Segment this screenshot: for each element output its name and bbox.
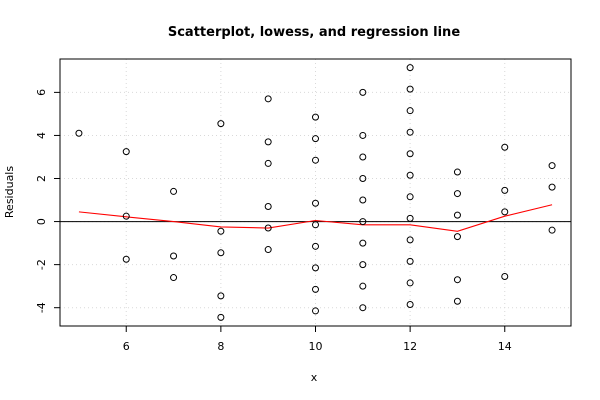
- data-point: [406, 193, 414, 201]
- y-tick-label: -2: [35, 259, 48, 270]
- data-point: [406, 85, 414, 93]
- data-point: [453, 168, 461, 176]
- data-point: [264, 95, 272, 103]
- data-point: [548, 183, 556, 191]
- data-point: [406, 300, 414, 308]
- x-axis-label: x: [311, 371, 318, 384]
- data-point: [264, 202, 272, 210]
- data-point: [264, 224, 272, 232]
- data-point: [312, 156, 319, 164]
- data-point: [406, 257, 414, 265]
- x-tick-label: 12: [403, 340, 417, 353]
- y-tick-label: 0: [35, 218, 48, 225]
- x-axis: 6 8 10 12 14: [123, 326, 512, 353]
- y-tick-label: -4: [35, 302, 48, 313]
- data-point: [453, 211, 461, 219]
- data-point: [359, 88, 367, 96]
- data-point: [217, 292, 225, 300]
- data-point: [312, 113, 319, 121]
- data-point: [264, 138, 272, 146]
- x-tick-label: 10: [309, 340, 323, 353]
- data-point: [359, 239, 367, 247]
- data-point: [122, 148, 130, 156]
- data-point: [406, 150, 414, 158]
- y-tick-label: 4: [35, 132, 48, 139]
- data-point: [170, 252, 178, 260]
- data-point: [312, 264, 319, 272]
- data-point: [406, 236, 414, 244]
- data-point: [406, 107, 414, 115]
- data-point: [122, 212, 130, 220]
- data-point: [264, 159, 272, 167]
- data-point: [217, 120, 225, 128]
- data-point: [406, 128, 414, 136]
- data-point: [406, 171, 414, 179]
- data-point: [170, 187, 178, 195]
- data-point: [170, 274, 178, 282]
- data-point: [501, 208, 509, 216]
- data-point: [312, 307, 319, 315]
- data-point: [359, 282, 367, 290]
- data-point: [453, 190, 461, 198]
- grid-lines: [60, 59, 571, 326]
- data-point: [359, 218, 367, 226]
- data-point: [501, 272, 509, 280]
- data-point: [359, 153, 367, 161]
- y-axis: -4 -2 0 2 4 6: [35, 89, 60, 313]
- data-point: [359, 261, 367, 269]
- x-tick-label: 14: [498, 340, 512, 353]
- data-point: [406, 214, 414, 222]
- data-point: [453, 276, 461, 284]
- y-axis-label: Residuals: [3, 166, 16, 218]
- data-point: [406, 64, 414, 72]
- data-point: [359, 175, 367, 183]
- y-tick-label: 2: [35, 175, 48, 182]
- x-tick-label: 6: [123, 340, 130, 353]
- data-point: [217, 227, 225, 235]
- data-point: [312, 221, 319, 229]
- data-point: [122, 255, 130, 263]
- data-point: [359, 196, 367, 204]
- data-point: [217, 249, 225, 257]
- data-point: [548, 162, 556, 170]
- data-point: [312, 242, 319, 250]
- data-point: [312, 199, 319, 207]
- data-point: [501, 143, 509, 151]
- data-point: [359, 304, 367, 312]
- data-point: [359, 131, 367, 139]
- x-tick-label: 8: [217, 340, 224, 353]
- data-point: [217, 313, 225, 321]
- data-point: [501, 186, 509, 194]
- data-point: [264, 246, 272, 254]
- data-point: [75, 129, 83, 137]
- lowess-line: [78, 204, 553, 232]
- data-points: [75, 64, 556, 321]
- data-point: [312, 285, 319, 293]
- data-point: [453, 233, 461, 241]
- data-point: [453, 297, 461, 305]
- data-point: [406, 279, 414, 287]
- y-tick-label: 6: [35, 89, 48, 96]
- data-point: [312, 135, 319, 143]
- data-point: [548, 226, 556, 234]
- chart-title: Scatterplot, lowess, and regression line: [168, 25, 460, 40]
